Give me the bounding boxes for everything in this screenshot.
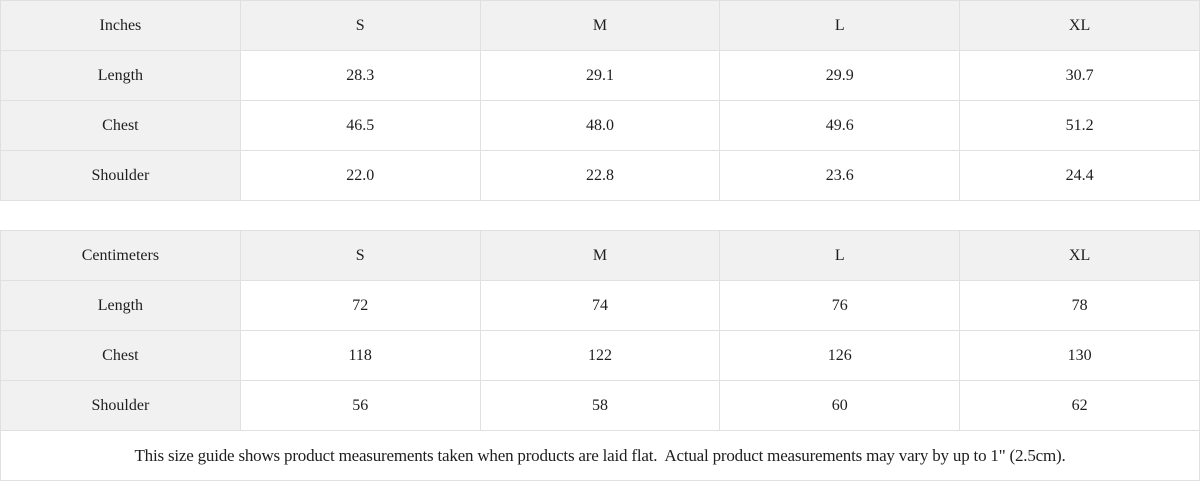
size-header-cell: M (479, 0, 721, 51)
table-header-row: Inches S M L XL (0, 0, 1200, 51)
table-row: Chest 46.5 48.0 49.6 51.2 (0, 100, 1200, 151)
size-header-cell: L (719, 0, 961, 51)
table-row: Length 72 74 76 78 (0, 280, 1200, 331)
measurement-value-cell: 72 (239, 280, 481, 331)
table-row: Shoulder 56 58 60 62 (0, 380, 1200, 431)
measurement-value-cell: 56 (239, 380, 481, 431)
measurement-value-cell: 62 (959, 380, 1200, 431)
centimeters-size-table: Centimeters S M L XL Length 72 74 76 78 … (0, 230, 1200, 481)
measurement-value-cell: 29.9 (719, 50, 961, 101)
size-header-cell: M (479, 230, 721, 281)
table-header-row: Centimeters S M L XL (0, 230, 1200, 281)
measurement-value-cell: 130 (959, 330, 1200, 381)
measurement-label-cell: Length (0, 280, 241, 331)
size-header-cell: L (719, 230, 961, 281)
inches-size-table: Inches S M L XL Length 28.3 29.1 29.9 30… (0, 0, 1200, 201)
measurement-value-cell: 22.0 (239, 150, 481, 201)
measurement-label-cell: Length (0, 50, 241, 101)
size-header-cell: S (239, 230, 481, 281)
table-row: Shoulder 22.0 22.8 23.6 24.4 (0, 150, 1200, 201)
unit-header-cell: Centimeters (0, 230, 241, 281)
measurement-value-cell: 74 (479, 280, 721, 331)
size-header-cell: S (239, 0, 481, 51)
measurement-value-cell: 122 (479, 330, 721, 381)
measurement-value-cell: 78 (959, 280, 1200, 331)
measurement-value-cell: 23.6 (719, 150, 961, 201)
measurement-value-cell: 118 (239, 330, 481, 381)
measurement-value-cell: 46.5 (239, 100, 481, 151)
measurement-value-cell: 58 (479, 380, 721, 431)
table-spacer (0, 201, 1200, 230)
size-header-cell: XL (959, 230, 1200, 281)
size-guide-note: This size guide shows product measuremen… (0, 430, 1200, 481)
table-row: Chest 118 122 126 130 (0, 330, 1200, 381)
measurement-value-cell: 126 (719, 330, 961, 381)
unit-header-cell: Inches (0, 0, 241, 51)
measurement-value-cell: 24.4 (959, 150, 1200, 201)
measurement-value-cell: 48.0 (479, 100, 721, 151)
footer-note-row: This size guide shows product measuremen… (0, 430, 1200, 481)
measurement-label-cell: Shoulder (0, 380, 241, 431)
measurement-value-cell: 76 (719, 280, 961, 331)
size-header-cell: XL (959, 0, 1200, 51)
measurement-value-cell: 60 (719, 380, 961, 431)
measurement-value-cell: 30.7 (959, 50, 1200, 101)
measurement-value-cell: 49.6 (719, 100, 961, 151)
measurement-label-cell: Chest (0, 330, 241, 381)
measurement-label-cell: Chest (0, 100, 241, 151)
measurement-label-cell: Shoulder (0, 150, 241, 201)
table-row: Length 28.3 29.1 29.9 30.7 (0, 50, 1200, 101)
measurement-value-cell: 28.3 (239, 50, 481, 101)
measurement-value-cell: 22.8 (479, 150, 721, 201)
measurement-value-cell: 29.1 (479, 50, 721, 101)
measurement-value-cell: 51.2 (959, 100, 1200, 151)
